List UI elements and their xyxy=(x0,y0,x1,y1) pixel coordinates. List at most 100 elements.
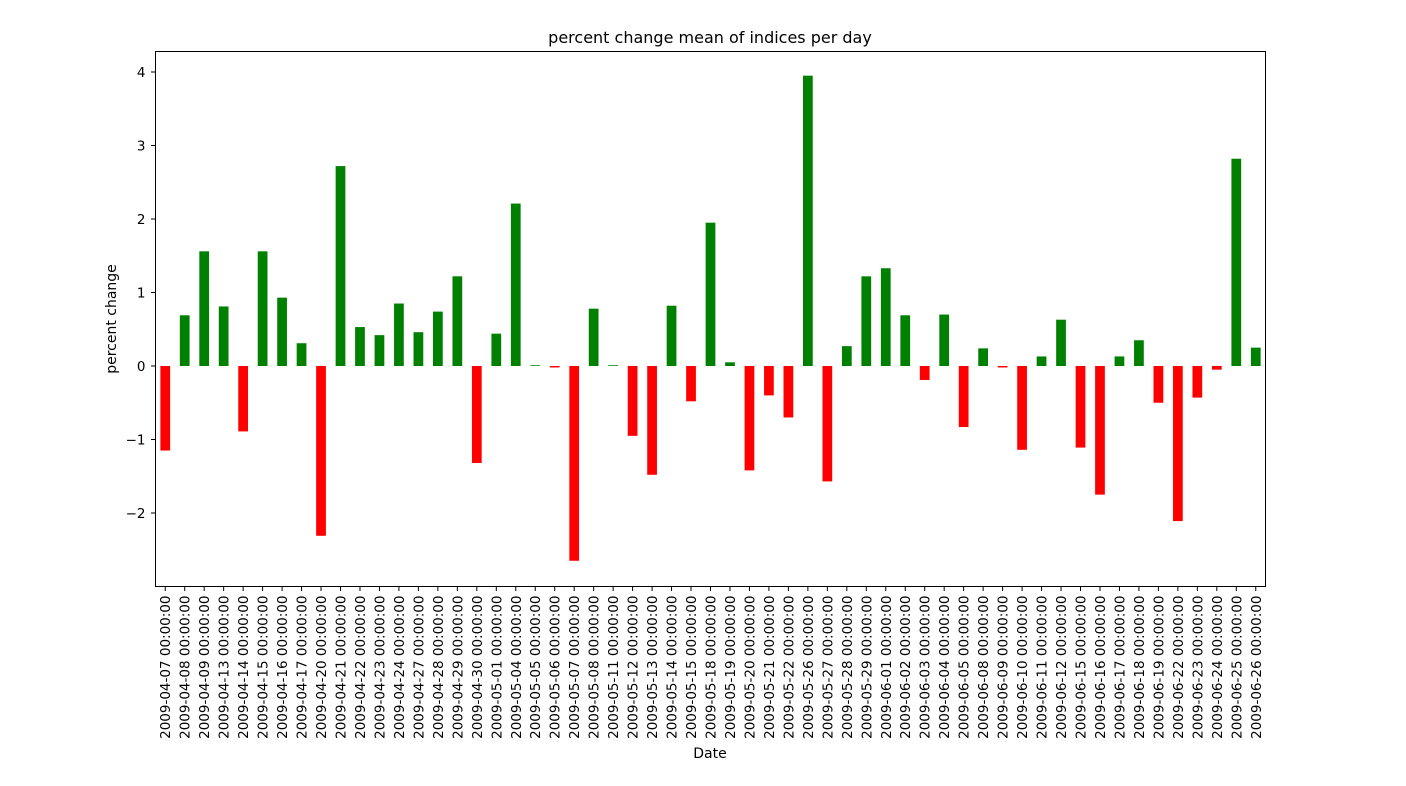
bar-2009-06-01 xyxy=(880,268,891,366)
x-tick-label: 2009-06-16 00:00:00 xyxy=(1093,596,1109,739)
x-tick-label: 2009-05-22 00:00:00 xyxy=(781,596,797,739)
x-tick-label: 2009-05-18 00:00:00 xyxy=(704,596,720,739)
bar-2009-05-22 xyxy=(783,366,794,418)
bar-2009-05-07 xyxy=(569,366,580,561)
bar-2009-06-10 xyxy=(1017,366,1027,450)
bar-2009-04-23 xyxy=(374,335,385,366)
x-tick-label: 2009-04-24 00:00:00 xyxy=(392,596,408,739)
x-tick-label: 2009-06-19 00:00:00 xyxy=(1151,596,1167,739)
bar-2009-06-17 xyxy=(1114,356,1125,366)
x-tick-label: 2009-04-14 00:00:00 xyxy=(236,596,252,739)
x-tick-label: 2009-05-08 00:00:00 xyxy=(587,596,603,739)
bar-2009-05-29 xyxy=(861,276,872,366)
bar-2009-05-28 xyxy=(841,346,852,366)
y-tick-label: 0 xyxy=(137,359,146,375)
bar-2009-04-08 xyxy=(179,315,190,366)
bar-2009-04-30 xyxy=(471,366,482,464)
x-tick-label: 2009-06-25 00:00:00 xyxy=(1229,596,1245,739)
x-tick-label: 2009-05-13 00:00:00 xyxy=(645,596,661,739)
chart-title: percent change mean of indices per day xyxy=(548,28,872,47)
bar-2009-06-15 xyxy=(1075,366,1086,448)
bar-2009-06-08 xyxy=(978,348,988,366)
x-tick-label: 2009-04-29 00:00:00 xyxy=(450,596,466,739)
x-tick-label: 2009-05-29 00:00:00 xyxy=(859,596,875,739)
bar-2009-05-12 xyxy=(627,366,638,436)
bar-2009-05-05 xyxy=(530,365,541,366)
x-tick-label: 2009-05-07 00:00:00 xyxy=(567,596,583,739)
x-tick-label: 2009-06-12 00:00:00 xyxy=(1054,596,1070,739)
x-axis-label: Date xyxy=(693,746,726,762)
y-tick-label: 3 xyxy=(137,139,146,155)
y-axis: −2 −1 0 1 2 3 4 xyxy=(126,65,156,522)
x-tick-label: 2009-06-23 00:00:00 xyxy=(1190,596,1206,739)
bar-2009-04-15 xyxy=(257,251,268,366)
bar-2009-05-04 xyxy=(510,203,521,366)
x-tick-label: 2009-05-21 00:00:00 xyxy=(762,596,778,739)
y-axis-label: percent change xyxy=(104,264,120,374)
bar-2009-06-05 xyxy=(958,366,969,427)
bar-2009-04-27 xyxy=(413,332,424,366)
bar-2009-06-09 xyxy=(997,366,1008,368)
x-tick-label: 2009-05-27 00:00:00 xyxy=(820,596,836,739)
bar-2009-05-14 xyxy=(666,305,677,366)
bar-2009-04-09 xyxy=(199,251,210,366)
bar-2009-04-20 xyxy=(316,366,326,536)
x-tick-label: 2009-04-17 00:00:00 xyxy=(295,596,311,739)
x-tick-label: 2009-04-07 00:00:00 xyxy=(158,596,174,739)
x-tick-label: 2009-06-11 00:00:00 xyxy=(1035,596,1051,739)
x-tick-label: 2009-05-05 00:00:00 xyxy=(528,596,544,739)
x-tick-label: 2009-06-15 00:00:00 xyxy=(1074,596,1090,739)
x-tick-label: 2009-05-19 00:00:00 xyxy=(723,596,739,739)
x-tick-label: 2009-05-26 00:00:00 xyxy=(801,596,817,739)
bar-2009-05-13 xyxy=(647,366,657,475)
bar-2009-06-12 xyxy=(1056,319,1066,366)
x-tick-label: 2009-05-14 00:00:00 xyxy=(665,596,681,739)
bar-2009-04-21 xyxy=(335,166,346,366)
x-tick-label: 2009-06-02 00:00:00 xyxy=(898,596,914,739)
bar-2009-04-22 xyxy=(355,327,365,366)
bar-2009-06-11 xyxy=(1036,356,1047,366)
bar-2009-06-18 xyxy=(1134,340,1144,366)
x-tick-label: 2009-04-28 00:00:00 xyxy=(431,596,447,739)
bar-2009-06-16 xyxy=(1095,366,1105,495)
bar-2009-05-06 xyxy=(549,366,560,368)
bar-2009-06-23 xyxy=(1192,366,1203,398)
bar-2009-06-02 xyxy=(900,315,911,366)
bar-2009-05-20 xyxy=(744,366,755,471)
bar-2009-05-27 xyxy=(822,366,833,482)
x-axis: 2009-04-07 00:00:00 2009-04-08 00:00:00 20… xyxy=(158,586,1265,739)
bar-2009-04-28 xyxy=(433,311,443,366)
bar-2009-05-21 xyxy=(764,366,774,396)
bar-2009-06-24 xyxy=(1211,366,1222,370)
x-tick-label: 2009-05-06 00:00:00 xyxy=(548,596,564,739)
bar-2009-04-07 xyxy=(160,366,171,451)
bar-2009-04-16 xyxy=(277,297,287,366)
bar-2009-04-13 xyxy=(218,306,229,366)
bar-2009-06-22 xyxy=(1173,366,1183,522)
x-tick-label: 2009-04-08 00:00:00 xyxy=(178,596,194,739)
y-tick-label: 1 xyxy=(137,286,146,302)
x-tick-label: 2009-04-09 00:00:00 xyxy=(197,596,213,739)
bar-2009-04-24 xyxy=(394,303,404,366)
bar-2009-04-14 xyxy=(238,366,248,432)
bar-2009-06-25 xyxy=(1231,158,1242,366)
x-tick-label: 2009-04-22 00:00:00 xyxy=(353,596,369,739)
x-tick-label: 2009-05-15 00:00:00 xyxy=(684,596,700,739)
bars-group xyxy=(160,75,1261,561)
bar-2009-04-29 xyxy=(452,276,463,366)
y-tick-label: −2 xyxy=(126,506,146,522)
bar-2009-06-04 xyxy=(939,314,950,366)
x-tick-label: 2009-05-01 00:00:00 xyxy=(489,596,505,739)
bar-2009-05-19 xyxy=(725,362,735,366)
y-tick-label: −1 xyxy=(126,433,146,449)
bar-2009-05-11 xyxy=(608,365,618,366)
x-tick-label: 2009-06-04 00:00:00 xyxy=(937,596,953,739)
x-tick-label: 2009-06-18 00:00:00 xyxy=(1132,596,1148,739)
x-tick-label: 2009-06-17 00:00:00 xyxy=(1112,596,1128,739)
bar-2009-06-26 xyxy=(1250,347,1261,367)
x-tick-label: 2009-06-22 00:00:00 xyxy=(1171,596,1187,739)
x-tick-label: 2009-06-03 00:00:00 xyxy=(918,596,934,739)
bar-2009-04-17 xyxy=(296,343,307,366)
x-tick-label: 2009-05-12 00:00:00 xyxy=(626,596,642,739)
